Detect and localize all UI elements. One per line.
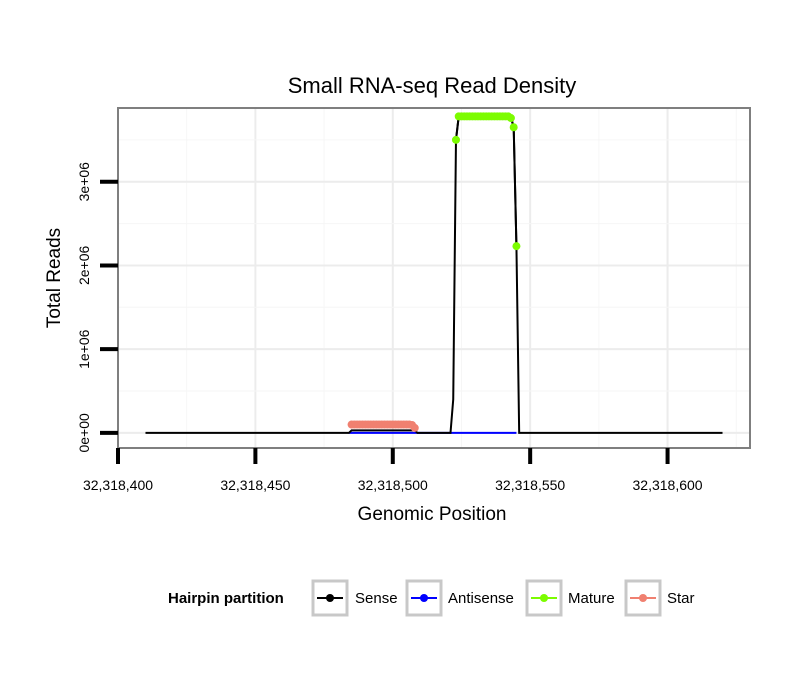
plot-background xyxy=(118,108,750,448)
legend-point-sense xyxy=(326,594,334,602)
y-tick-label: 1e+06 xyxy=(76,329,92,369)
x-axis-label: Genomic Position xyxy=(358,504,507,525)
star-point xyxy=(410,423,419,432)
mature-point xyxy=(509,123,518,132)
chart-title: Small RNA-seq Read Density xyxy=(288,73,577,98)
mature-point xyxy=(451,135,460,144)
legend-label-mature: Mature xyxy=(568,590,615,607)
mature-point xyxy=(506,114,515,123)
x-tick-label: 32,318,600 xyxy=(633,477,703,493)
x-tick-label: 32,318,450 xyxy=(220,477,290,493)
legend-point-star xyxy=(639,594,647,602)
legend-label-sense: Sense xyxy=(355,590,398,607)
x-tick-label: 32,318,550 xyxy=(495,477,565,493)
y-tick-label: 0e+00 xyxy=(76,413,92,453)
y-tick-label: 3e+06 xyxy=(76,162,92,202)
legend-title: Hairpin partition xyxy=(168,590,284,607)
x-tick-label: 32,318,400 xyxy=(83,477,153,493)
legend-label-star: Star xyxy=(667,590,695,607)
x-axis: 32,318,400 32,318,450 32,318,500 32,318,550… xyxy=(83,448,703,493)
y-axis-label: Total Reads xyxy=(44,228,65,328)
series-layer xyxy=(145,112,723,434)
y-axis: 0e+00 1e+06 2e+06 3e+06 xyxy=(76,162,118,453)
legend: Hairpin partition Sense Antisense Mature St… xyxy=(168,579,695,617)
x-tick-label: 32,318,500 xyxy=(358,477,428,493)
legend-point-antisense xyxy=(420,594,428,602)
y-tick-label: 2e+06 xyxy=(76,246,92,286)
legend-point-mature xyxy=(540,594,548,602)
mature-point xyxy=(512,242,521,251)
legend-label-antisense: Antisense xyxy=(448,590,514,607)
plot-border xyxy=(117,107,751,449)
